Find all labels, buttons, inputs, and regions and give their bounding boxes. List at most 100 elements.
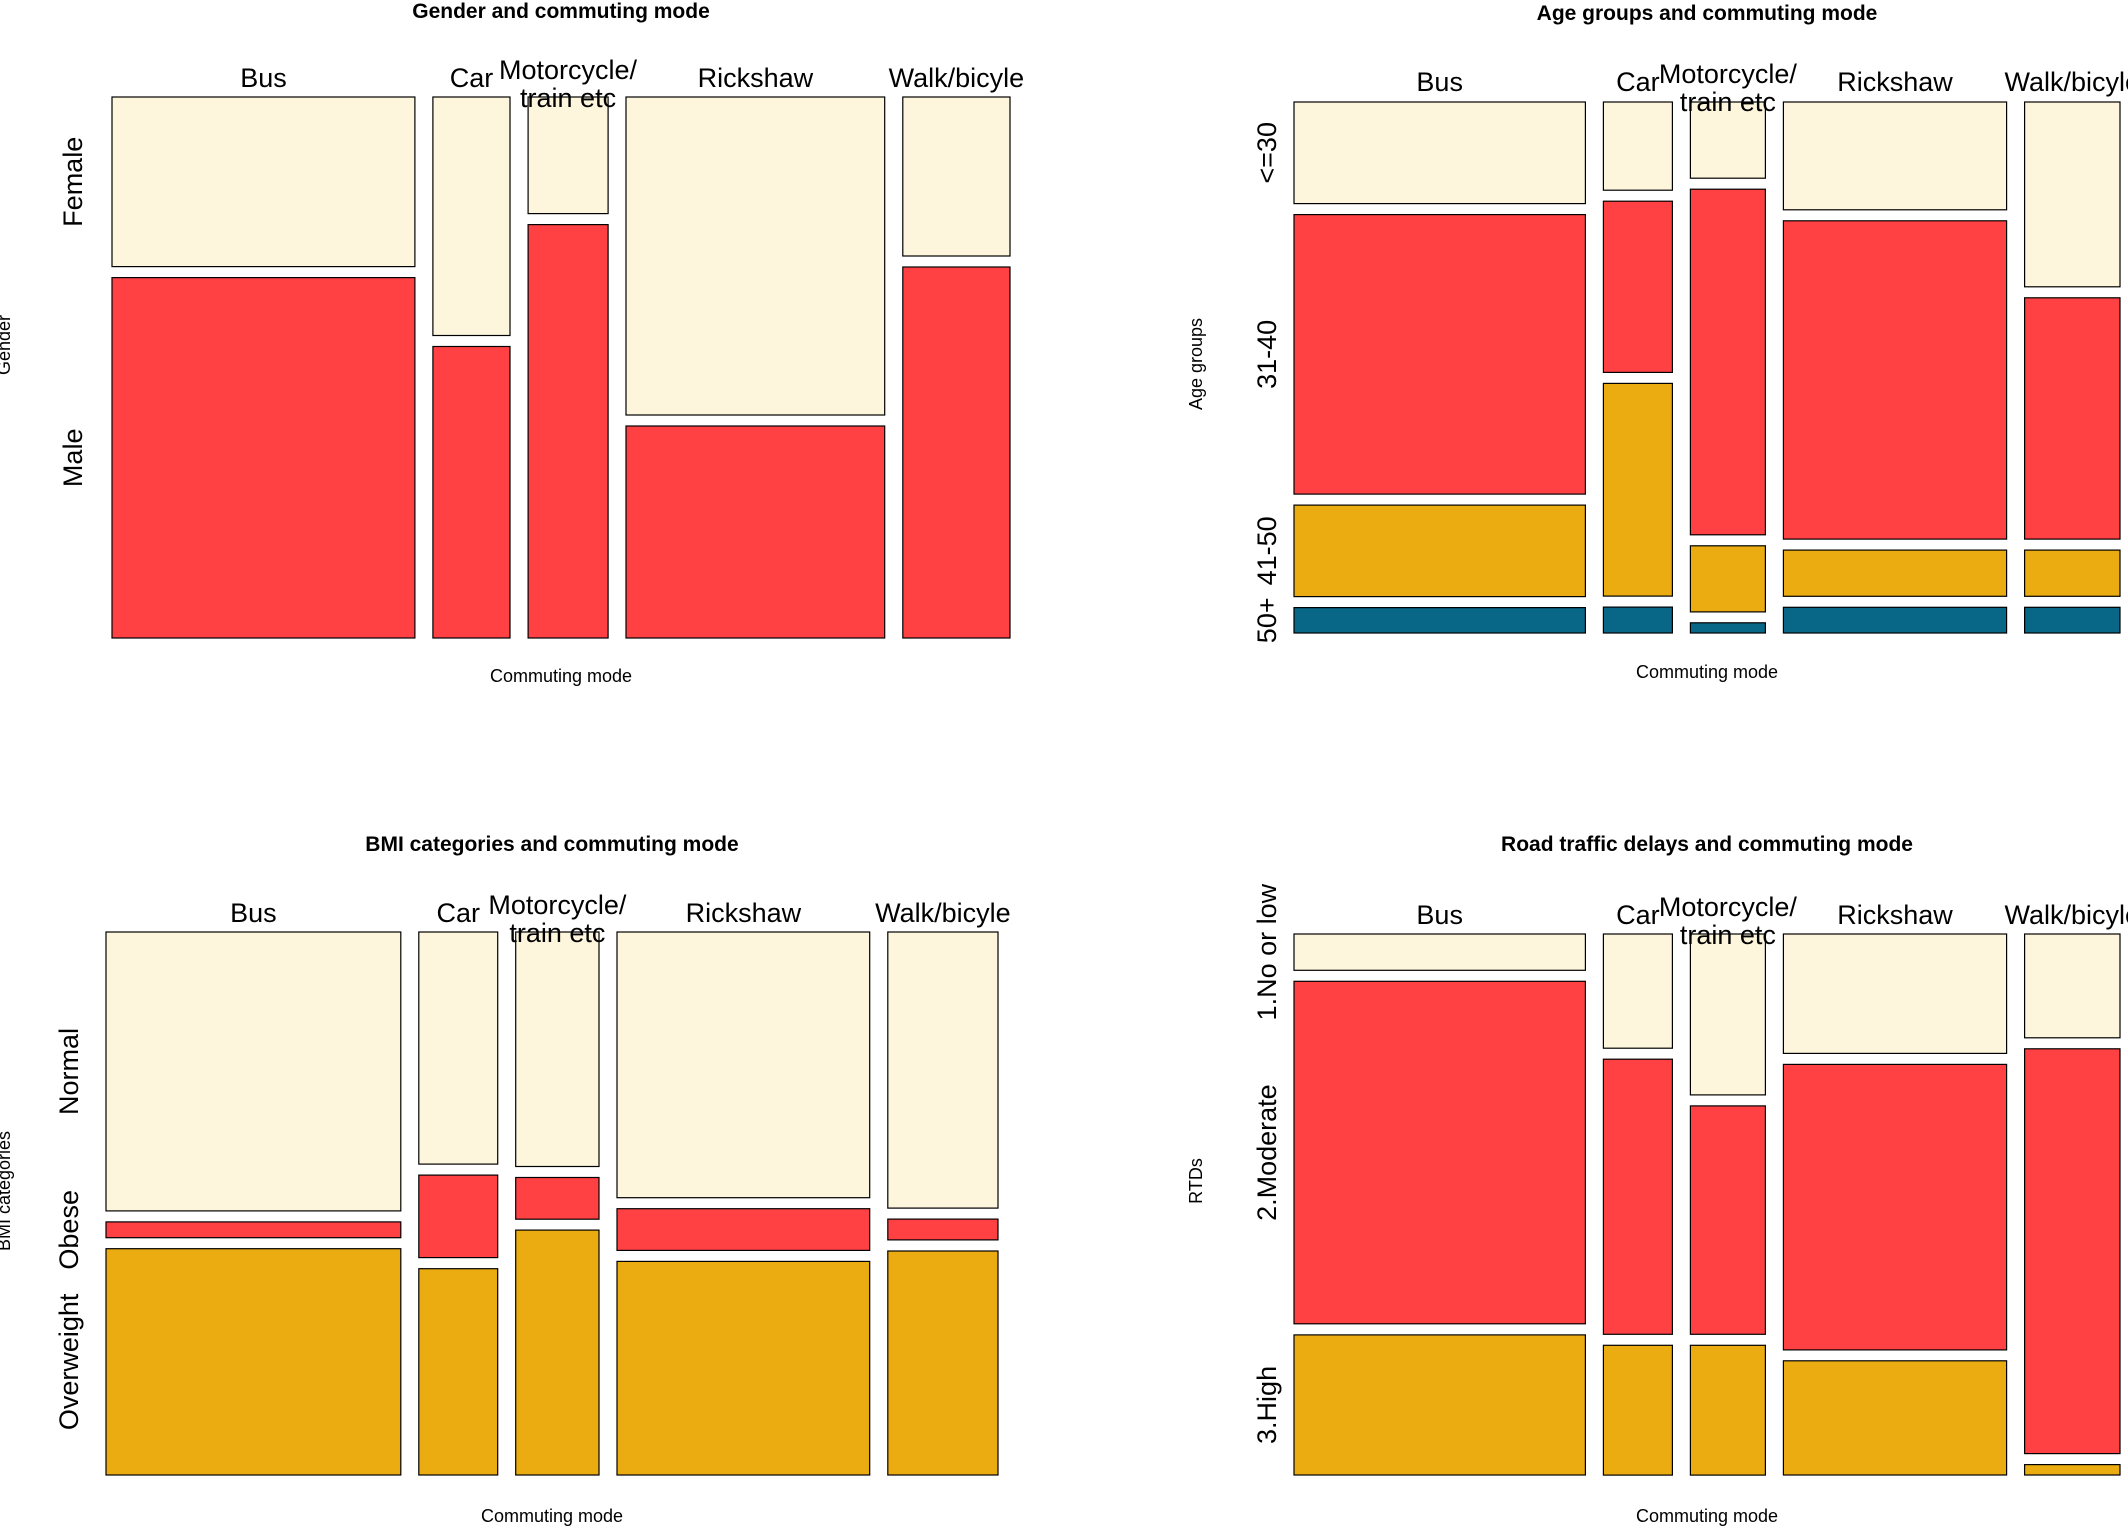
column-label-rickshaw: Rickshaw: [698, 63, 814, 93]
y-axis-label: RTDs: [1186, 1158, 1206, 1204]
mosaic-cell-rickshaw-female: [625, 96, 886, 416]
column-label-motorcycle-train-etc-line-1: Motorcycle/: [499, 55, 638, 85]
mosaic-cell-walk-bicyle-overweight: [887, 1250, 999, 1476]
column-label-walk-bicyle: Walk/bicyle: [875, 898, 1011, 928]
mosaic-cell-walk-bicyle-41-50: [2023, 549, 2121, 597]
mosaic-cell-bus-50: [1293, 606, 1586, 634]
x-axis-label: Commuting mode: [1636, 662, 1778, 682]
mosaic-cell-bus-30: [1293, 101, 1586, 205]
mosaic-cell-car-male: [432, 345, 511, 639]
mosaic-panel-2: Age groups and commuting mode Commuting m…: [1186, 2, 2128, 682]
mosaic-cell-motorcycle-train-etc-31-40: [1689, 188, 1767, 536]
chart-title: Road traffic delays and commuting mode: [1501, 833, 1913, 856]
mosaic-panel-4: Road traffic delays and commuting mode Co…: [1186, 833, 2128, 1526]
mosaic-cell-rickshaw-30: [1782, 101, 2008, 211]
x-axis-label: Commuting mode: [1636, 1506, 1778, 1526]
column-label-walk-bicyle: Walk/bicyle: [2005, 67, 2128, 97]
row-label-30: <=30: [1252, 122, 1282, 184]
mosaic-panel-1: Gender and commuting mode Commuting mode G…: [0, 0, 1024, 686]
mosaic-cell-walk-bicyle-male: [902, 266, 1011, 639]
mosaic-cell-rickshaw-male: [625, 425, 886, 639]
mosaic-cell-car-31-40: [1602, 200, 1674, 373]
mosaic-cell-bus-overweight: [105, 1248, 402, 1476]
mosaic-cell-walk-bicyle-50: [2023, 606, 2121, 634]
mosaic-cell-motorcycle-train-etc-50: [1689, 622, 1767, 634]
mosaic-cell-walk-bicyle-2-moderate: [2023, 1048, 2121, 1455]
x-axis-label: Commuting mode: [481, 1506, 623, 1526]
column-label-walk-bicyle: Walk/bicyle: [2005, 900, 2128, 930]
mosaic-cell-car-1-no-or-low: [1602, 933, 1674, 1049]
mosaic-cell-car-2-moderate: [1602, 1058, 1674, 1335]
mosaic-cell-walk-bicyle-female: [902, 96, 1011, 257]
mosaic-cell-bus-obese: [105, 1221, 402, 1239]
mosaic-cell-bus-normal: [105, 931, 402, 1212]
mosaic-cell-rickshaw-41-50: [1782, 549, 2008, 597]
mosaic-cell-motorcycle-train-etc-41-50: [1689, 545, 1767, 613]
mosaic-cell-bus-3-high: [1293, 1334, 1586, 1476]
chart-title: Age groups and commuting mode: [1537, 2, 1878, 25]
mosaic-cell-car-female: [432, 96, 511, 337]
mosaic-cell-car-obese: [418, 1174, 499, 1259]
mosaic-cell-motorcycle-train-etc-overweight: [515, 1229, 600, 1476]
mosaic-cell-motorcycle-train-etc-1-no-or-low: [1689, 933, 1767, 1096]
row-label-female: Female: [58, 137, 88, 227]
mosaic-cell-rickshaw-obese: [616, 1208, 871, 1251]
column-label-bus: Bus: [230, 898, 277, 928]
chart-title: Gender and commuting mode: [412, 0, 710, 23]
mosaic-cell-bus-41-50: [1293, 504, 1586, 598]
column-label-rickshaw: Rickshaw: [686, 898, 802, 928]
row-label-male: Male: [58, 429, 88, 488]
row-label-2-moderate: 2.Moderate: [1252, 1084, 1282, 1221]
column-label-rickshaw: Rickshaw: [1837, 67, 1953, 97]
mosaic-cell-motorcycle-train-etc-obese: [515, 1176, 600, 1220]
y-axis-label: Age groups: [1186, 318, 1206, 410]
column-label-motorcycle-train-etc-line-2: train etc: [520, 83, 616, 113]
row-label-1-no-or-low: 1.No or low: [1252, 883, 1282, 1020]
mosaic-cell-bus-2-moderate: [1293, 980, 1586, 1325]
column-label-car: Car: [1616, 67, 1660, 97]
column-label-motorcycle-train-etc-line-2: train etc: [509, 918, 605, 948]
x-axis-label: Commuting mode: [490, 666, 632, 686]
mosaic-cell-motorcycle-train-etc-3-high: [1689, 1344, 1767, 1476]
mosaic-cell-motorcycle-train-etc-male: [527, 224, 609, 639]
y-axis-label: BMI categories: [0, 1131, 14, 1251]
mosaic-cell-car-overweight: [418, 1268, 499, 1476]
chart-title: BMI categories and commuting mode: [365, 833, 738, 856]
column-label-walk-bicyle: Walk/bicyle: [889, 63, 1025, 93]
mosaic-cell-rickshaw-31-40: [1782, 220, 2008, 540]
column-label-car: Car: [450, 63, 494, 93]
column-label-motorcycle-train-etc-line-2: train etc: [1680, 87, 1776, 117]
row-label-50: 50+: [1252, 597, 1282, 643]
column-label-motorcycle-train-etc-line-1: Motorcycle/: [488, 890, 627, 920]
mosaic-cell-motorcycle-train-etc-30: [1689, 101, 1767, 179]
mosaic-cell-rickshaw-50: [1782, 606, 2008, 634]
mosaic-cell-walk-bicyle-1-no-or-low: [2023, 933, 2121, 1039]
row-label-overweight: Overweight: [54, 1293, 84, 1430]
mosaic-cell-car-50: [1602, 606, 1674, 634]
row-label-31-40: 31-40: [1252, 320, 1282, 389]
mosaic-cell-walk-bicyle-obese: [887, 1218, 999, 1241]
mosaic-cell-car-41-50: [1602, 382, 1674, 597]
column-label-car: Car: [1616, 900, 1660, 930]
mosaic-panel-3: BMI categories and commuting mode Commuti…: [0, 833, 1011, 1526]
row-label-41-50: 41-50: [1252, 516, 1282, 585]
mosaic-cell-motorcycle-train-etc-2-moderate: [1689, 1105, 1767, 1335]
mosaic-cell-bus-female: [111, 96, 416, 268]
mosaic-cell-walk-bicyle-31-40: [2023, 297, 2121, 540]
column-label-car: Car: [437, 898, 481, 928]
mosaic-cell-bus-31-40: [1293, 214, 1586, 495]
column-label-bus: Bus: [1416, 67, 1463, 97]
mosaic-cell-bus-male: [111, 277, 416, 639]
mosaic-cell-car-normal: [418, 931, 499, 1165]
column-label-motorcycle-train-etc-line-2: train etc: [1680, 920, 1776, 950]
row-label-obese: Obese: [54, 1190, 84, 1270]
mosaic-cell-motorcycle-train-etc-female: [527, 96, 609, 215]
mosaic-cell-walk-bicyle-3-high: [2023, 1463, 2121, 1476]
column-label-bus: Bus: [1416, 900, 1463, 930]
mosaic-cell-rickshaw-1-no-or-low: [1782, 933, 2008, 1055]
column-label-bus: Bus: [240, 63, 287, 93]
column-label-motorcycle-train-etc-line-1: Motorcycle/: [1659, 892, 1798, 922]
mosaic-cell-rickshaw-normal: [616, 931, 871, 1199]
